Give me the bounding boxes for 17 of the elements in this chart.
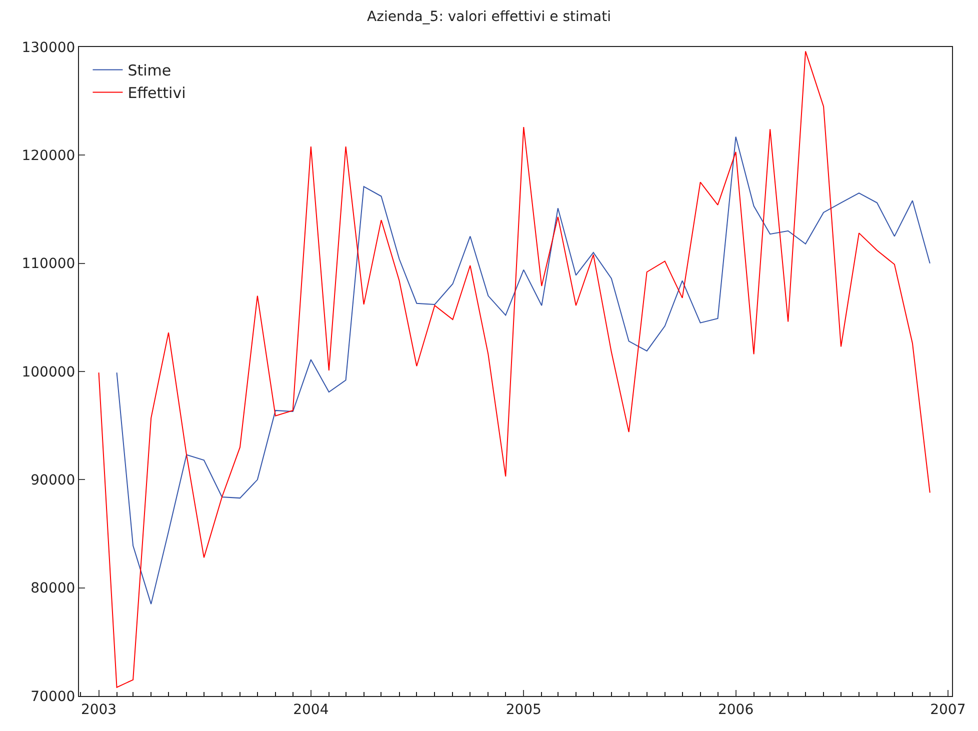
x-tick-label: 2004 [293, 702, 329, 718]
legend-label: Effettivi [128, 84, 186, 102]
y-tick-label: 100000 [22, 364, 76, 380]
x-tick-label: 2006 [718, 702, 754, 718]
x-tick-label: 2007 [930, 702, 966, 718]
x-tick-label: 2003 [80, 702, 117, 718]
y-tick-label: 70000 [30, 688, 76, 705]
line-series [116, 136, 930, 605]
chart-title: Azienda_5: valori effettivi e stimati [367, 8, 611, 25]
y-tick-label: 110000 [22, 256, 76, 272]
y-tick-label: 80000 [30, 580, 76, 597]
x-tick-label: 2005 [506, 702, 542, 718]
line-series [98, 50, 930, 688]
y-tick-label: 120000 [22, 148, 76, 164]
y-tick-label: 130000 [22, 40, 76, 56]
legend-label: Stime [128, 62, 172, 80]
y-tick-label: 90000 [30, 472, 76, 489]
